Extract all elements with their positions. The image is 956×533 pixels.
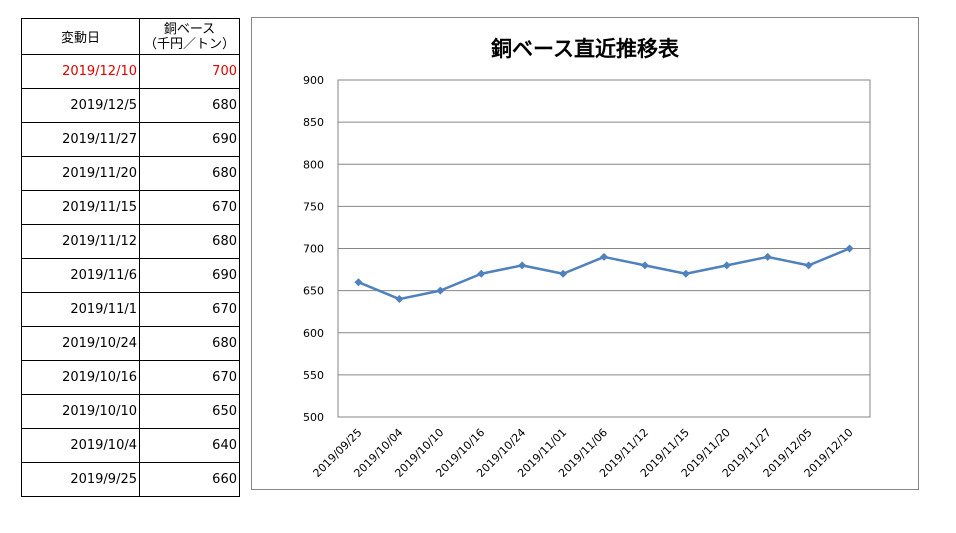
row-date: 2019/10/24 (21, 326, 140, 361)
row-price: 670 (139, 360, 240, 395)
data-point (559, 269, 568, 278)
row-date: 2019/12/5 (21, 88, 140, 123)
y-tick-label: 750 (303, 200, 324, 213)
row-date: 2019/10/4 (21, 428, 140, 463)
data-point (804, 261, 813, 270)
data-point (640, 261, 649, 270)
data-point (763, 252, 772, 261)
row-date: 2019/11/15 (21, 190, 140, 225)
row-price: 670 (139, 190, 240, 225)
data-point (354, 278, 363, 287)
header-price: 銅ベース （千円／トン） (139, 18, 240, 55)
table-row: 2019/12/10 700 (21, 54, 240, 89)
row-price: 700 (139, 54, 240, 89)
row-price: 680 (139, 88, 240, 123)
data-point (845, 244, 854, 253)
table-row: 2019/10/24 680 (21, 326, 240, 361)
data-point (722, 261, 731, 270)
data-point (600, 252, 608, 261)
header-price-line2: （千円／トン） (143, 36, 235, 52)
line-chart: 5005506006507007508008509002019/09/25201… (303, 74, 871, 480)
table-row: 2019/10/4 640 (21, 428, 240, 463)
data-point (681, 269, 690, 278)
data-point (436, 286, 445, 295)
row-date: 2019/12/10 (21, 54, 140, 89)
y-tick-label: 650 (303, 285, 324, 298)
y-tick-label: 700 (303, 243, 324, 256)
row-date: 2019/9/25 (21, 462, 140, 497)
row-date: 2019/11/1 (21, 292, 140, 327)
row-price: 650 (139, 394, 240, 429)
row-date: 2019/11/27 (21, 122, 140, 157)
row-date: 2019/11/12 (21, 224, 140, 259)
row-date: 2019/11/6 (21, 258, 140, 293)
y-tick-label: 600 (303, 327, 324, 340)
y-tick-label: 550 (303, 369, 324, 382)
row-price: 680 (139, 156, 240, 191)
chart-title: 銅ベース直近推移表 (491, 37, 679, 61)
row-price: 640 (139, 428, 240, 463)
table-row: 2019/11/27 690 (21, 122, 240, 157)
table-row: 2019/11/15 670 (21, 190, 240, 225)
data-point (518, 261, 527, 270)
row-date: 2019/10/16 (21, 360, 140, 395)
data-point (477, 269, 486, 278)
header-date-label: 変動日 (60, 31, 100, 46)
header-date: 変動日 (21, 18, 140, 55)
plot-border (337, 79, 871, 418)
table-row: 2019/11/20 680 (21, 156, 240, 191)
header-price-line1: 銅ベース (163, 21, 216, 37)
y-tick-label: 850 (303, 116, 324, 129)
row-price: 660 (139, 462, 240, 497)
data-point (395, 295, 404, 304)
row-price: 680 (139, 224, 240, 259)
table-row: 2019/11/6 690 (21, 258, 240, 293)
chart-area: 銅ベース直近推移表 500 550 600 650 700 750 800 850 900 201… (251, 17, 919, 490)
table-row: 2019/12/5 680 (21, 88, 240, 123)
row-price: 690 (139, 122, 240, 157)
row-price: 690 (139, 258, 240, 293)
y-tick-label: 500 (303, 411, 324, 424)
y-tick-label: 900 (303, 74, 324, 87)
table-row: 2019/10/16 670 (21, 360, 240, 395)
table-body: 2019/12/10 700 2019/12/5 680 2019/11/27 690 20… (21, 54, 240, 497)
row-price: 680 (139, 326, 240, 361)
row-price: 670 (139, 292, 240, 327)
table-row: 2019/11/12 680 (21, 224, 240, 259)
row-date: 2019/10/10 (21, 394, 140, 429)
price-history-table: 変動日 銅ベース （千円／トン） 2019/12/10 700 2019/12/5 6… (21, 18, 240, 497)
table-row: 2019/11/1 670 (21, 292, 240, 327)
y-tick-label: 800 (303, 158, 324, 171)
table-header-row: 変動日 銅ベース （千円／トン） (21, 18, 240, 55)
row-date: 2019/11/20 (21, 156, 140, 191)
table-row: 2019/10/10 650 (21, 394, 240, 429)
table-row: 2019/9/25 660 (21, 462, 240, 497)
